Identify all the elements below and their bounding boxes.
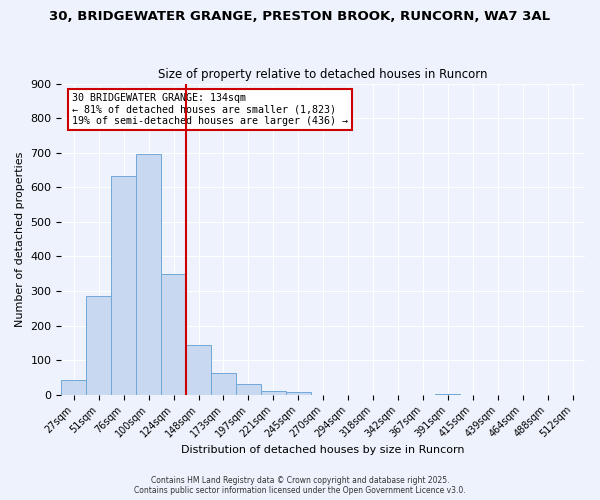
Bar <box>261 390 286 395</box>
Bar <box>111 176 136 395</box>
Bar <box>136 154 161 395</box>
Y-axis label: Number of detached properties: Number of detached properties <box>15 152 25 327</box>
Bar <box>211 373 236 395</box>
Text: Contains HM Land Registry data © Crown copyright and database right 2025.
Contai: Contains HM Land Registry data © Crown c… <box>134 476 466 495</box>
Text: 30 BRIDGEWATER GRANGE: 134sqm
← 81% of detached houses are smaller (1,823)
19% o: 30 BRIDGEWATER GRANGE: 134sqm ← 81% of d… <box>72 93 348 126</box>
X-axis label: Distribution of detached houses by size in Runcorn: Distribution of detached houses by size … <box>181 445 465 455</box>
Bar <box>86 296 111 395</box>
Bar <box>186 344 211 395</box>
Bar <box>161 274 186 395</box>
Title: Size of property relative to detached houses in Runcorn: Size of property relative to detached ho… <box>158 68 488 81</box>
Bar <box>236 384 261 395</box>
Text: 30, BRIDGEWATER GRANGE, PRESTON BROOK, RUNCORN, WA7 3AL: 30, BRIDGEWATER GRANGE, PRESTON BROOK, R… <box>49 10 551 23</box>
Bar <box>286 392 311 395</box>
Bar <box>61 380 86 395</box>
Bar <box>436 394 460 395</box>
